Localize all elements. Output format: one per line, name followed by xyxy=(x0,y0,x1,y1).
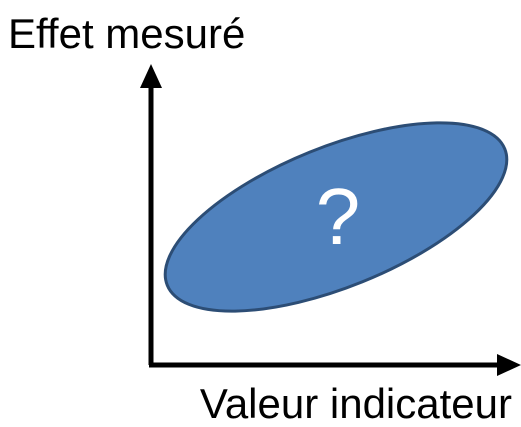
y-axis-label: Effet mesuré xyxy=(8,10,245,57)
y-axis-arrowhead xyxy=(140,64,162,88)
x-axis-label: Valeur indicateur xyxy=(200,380,512,427)
x-axis-arrowhead xyxy=(497,354,521,376)
uncertainty-region xyxy=(163,121,509,313)
question-mark: ? xyxy=(316,172,361,261)
